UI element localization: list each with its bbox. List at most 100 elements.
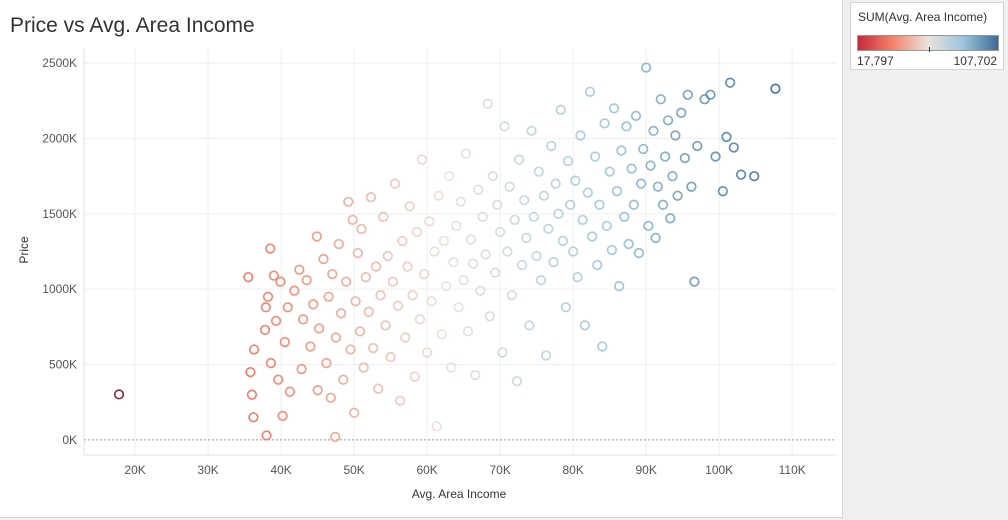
data-point — [506, 290, 517, 301]
data-point — [682, 89, 693, 100]
x-tick-label: 60K — [416, 463, 437, 477]
data-point — [311, 231, 323, 242]
data-point — [243, 271, 254, 283]
data-point — [347, 214, 358, 225]
data-point — [604, 166, 615, 177]
data-point — [345, 344, 356, 355]
data-point — [495, 226, 506, 238]
data-point — [521, 232, 532, 244]
gridlines — [83, 48, 836, 456]
data-point — [335, 308, 347, 319]
data-point — [340, 276, 352, 287]
data-point — [608, 103, 620, 114]
data-point — [546, 140, 557, 152]
data-point — [594, 199, 605, 210]
data-point — [568, 246, 579, 257]
data-point — [277, 410, 288, 421]
data-point — [621, 121, 632, 132]
data-point — [586, 231, 598, 242]
data-point — [330, 431, 341, 443]
data-point — [394, 395, 406, 406]
data-point — [749, 170, 760, 182]
data-point — [260, 302, 271, 313]
data-point — [330, 332, 342, 343]
data-point — [370, 261, 382, 272]
data-point — [589, 151, 601, 162]
data-point — [535, 274, 547, 286]
data-point — [524, 320, 535, 331]
data-point — [489, 267, 501, 278]
data-point — [679, 152, 691, 164]
data-point — [628, 199, 639, 210]
data-point — [465, 234, 477, 245]
data-point — [599, 118, 610, 129]
data-point — [270, 315, 282, 326]
data-point — [363, 306, 374, 317]
data-point — [387, 276, 398, 287]
data-point — [710, 151, 721, 162]
data-point — [453, 302, 464, 313]
data-point — [606, 244, 618, 256]
data-point — [676, 107, 687, 118]
data-point — [584, 86, 596, 97]
x-tick-label: 20K — [124, 463, 145, 477]
data-point — [419, 268, 430, 280]
data-point — [460, 148, 471, 159]
data-point — [305, 341, 316, 352]
data-point — [245, 366, 256, 378]
data-point — [348, 407, 360, 418]
data-point — [531, 250, 542, 262]
legend-center-marker — [929, 47, 930, 52]
x-tick-label: 110K — [779, 463, 806, 477]
data-point — [301, 274, 312, 286]
data-point — [438, 235, 450, 247]
data-point — [660, 151, 671, 162]
data-point — [378, 211, 389, 222]
data-point — [601, 220, 612, 232]
data-point — [404, 201, 415, 212]
data-point — [511, 375, 523, 387]
data-point — [543, 223, 554, 235]
x-axis: 20K 30K 40K 50K 60K 70K 80K 90K 100K 110K — [124, 463, 805, 477]
data-point — [400, 332, 411, 343]
data-point — [333, 238, 344, 250]
color-legend[interactable]: SUM(Avg. Area Income) 17,797 107,702 — [850, 2, 1004, 70]
data-point — [365, 192, 377, 203]
x-tick-label: 80K — [562, 463, 583, 477]
data-point — [519, 195, 530, 206]
data-point — [770, 83, 781, 94]
data-point — [541, 350, 552, 361]
data-point — [327, 268, 338, 280]
data-point — [611, 186, 623, 197]
data-point — [443, 170, 455, 182]
data-point — [572, 271, 583, 283]
data-point — [375, 290, 386, 301]
data-point — [735, 169, 747, 180]
data-point — [655, 94, 666, 105]
data-point — [592, 259, 603, 271]
data-point — [321, 357, 332, 369]
legend-min-label: 17,797 — [857, 54, 894, 68]
data-point — [652, 181, 664, 192]
data-point — [462, 326, 474, 337]
data-point — [273, 374, 284, 385]
data-point — [261, 430, 272, 441]
data-point — [313, 323, 325, 334]
data-point — [402, 261, 413, 272]
data-point — [665, 213, 676, 224]
data-point — [538, 190, 550, 201]
data-point — [626, 163, 637, 174]
y-tick-label: 0K — [62, 433, 77, 447]
data-point — [352, 247, 363, 259]
worksheet: Price vs Avg. Area Income 0K 500K 1000K 150… — [0, 0, 843, 518]
data-point — [367, 342, 379, 354]
data-point — [533, 166, 545, 177]
data-point — [407, 290, 418, 301]
data-point — [433, 190, 444, 201]
data-point — [297, 314, 309, 325]
y-tick-label: 1000K — [42, 282, 77, 296]
data-point — [373, 383, 384, 394]
data-point — [356, 223, 367, 235]
x-tick-label: 50K — [343, 463, 364, 477]
data-point — [557, 235, 569, 247]
